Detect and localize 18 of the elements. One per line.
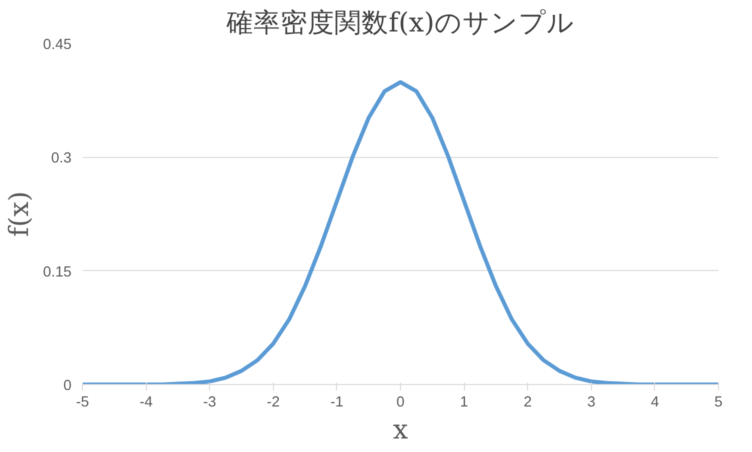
x-tick-label: -5 (76, 394, 90, 410)
x-tick-label: -4 (140, 394, 153, 410)
x-tick-label: -3 (203, 394, 216, 410)
y-tick-label: 0 (63, 378, 72, 394)
y-tick-label: 0.15 (42, 264, 72, 280)
x-tick-label: -2 (266, 394, 280, 410)
y-axis-title: f(x) (4, 191, 35, 237)
x-tick-label: 1 (460, 394, 468, 410)
y-tick-label: 0.45 (42, 37, 72, 53)
x-tick-label: -1 (330, 394, 344, 410)
y-tick-label: 0.3 (51, 150, 72, 167)
x-tick-label: 4 (650, 394, 659, 410)
x-axis-title: x (392, 414, 408, 446)
x-tick-label: 0 (396, 394, 405, 410)
x-tick-label: 5 (714, 394, 723, 410)
x-tick-label: 2 (524, 394, 532, 410)
x-tick-label: 3 (587, 394, 596, 410)
chart-title: 確率密度関数f(x)のサンプル (226, 8, 574, 38)
